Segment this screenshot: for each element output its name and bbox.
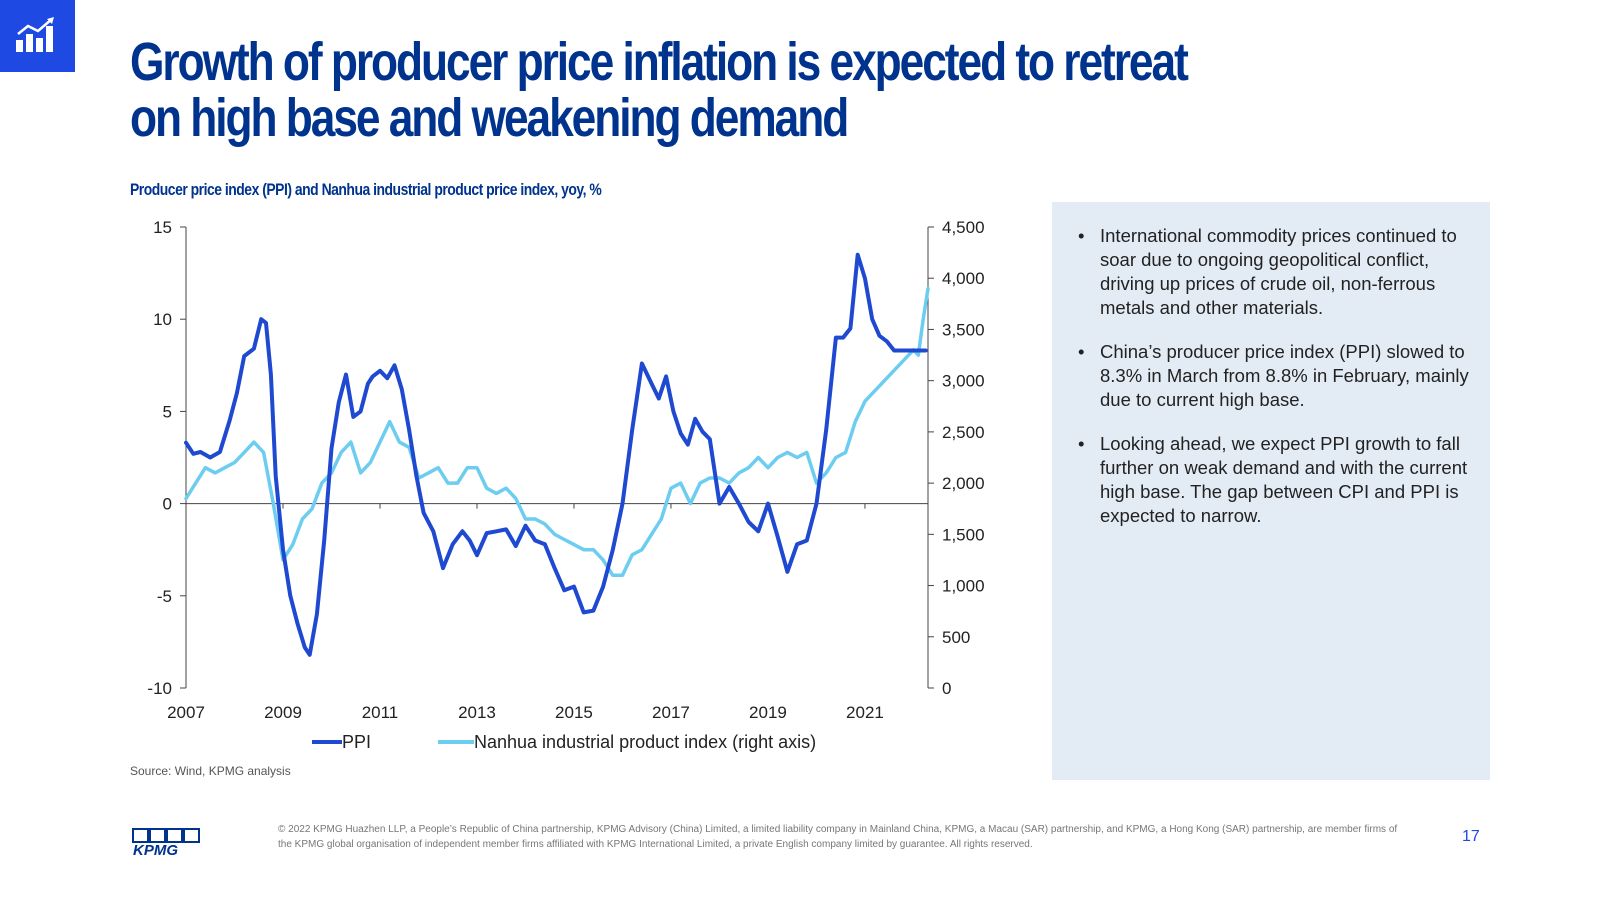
page-number: 17 — [1462, 828, 1480, 845]
y-right-tick-label: 0 — [942, 679, 951, 698]
x-tick-label: 2013 — [458, 703, 496, 722]
y-left-tick-label: 0 — [163, 495, 172, 514]
x-tick-label: 2011 — [362, 703, 399, 722]
kpmg-logo: KPMG — [132, 828, 200, 856]
series-lines — [184, 252, 930, 657]
legend-label-ppi: PPI — [342, 732, 371, 752]
chart-subtitle: Producer price index (PPI) and Nanhua in… — [130, 180, 602, 199]
commentary-panel: • International commodity prices continue… — [1052, 202, 1490, 780]
bullet-text: China’s producer price index (PPI) slowe… — [1100, 341, 1469, 410]
source-note: Source: Wind, KPMG analysis — [130, 764, 291, 778]
bullet-item: • China’s producer price index (PPI) slow… — [1076, 340, 1474, 412]
y-right-tick-label: 500 — [942, 628, 970, 647]
bullet-icon: • — [1078, 225, 1085, 246]
y-right-tick-label: 3,500 — [942, 320, 985, 339]
x-tick-label: 2019 — [749, 703, 787, 722]
y-left-tick-label: -10 — [147, 679, 172, 698]
y-left-tick-label: 5 — [163, 402, 172, 421]
y-right-tick-label: 2,500 — [942, 423, 985, 442]
legend-label-nanhua: Nanhua industrial product index (right a… — [474, 732, 816, 752]
y-right-tick-label: 2,000 — [942, 474, 985, 493]
x-tick-label: 2015 — [555, 703, 593, 722]
bullet-item: • Looking ahead, we expect PPI growth to … — [1076, 432, 1474, 528]
kpmg-logo-text: KPMG — [133, 842, 178, 856]
y-right-tick-label: 4,500 — [942, 218, 985, 237]
y-left-tick-label: 15 — [153, 218, 172, 237]
bullet-icon: • — [1078, 341, 1085, 362]
y-left-tick-label: 10 — [153, 310, 172, 329]
axes: 15 10 5 0 -5 -10 4,500 4,000 3,500 3,000 2,500 2,00… — [147, 218, 984, 722]
x-tick-label: 2021 — [846, 703, 884, 722]
bullet-item: • International commodity prices continue… — [1076, 224, 1474, 320]
legend: PPI Nanhua industrial product index (rig… — [312, 732, 816, 752]
bullet-text: Looking ahead, we expect PPI growth to f… — [1100, 433, 1468, 526]
y-left-tick-label: -5 — [157, 587, 172, 606]
y-right-tick-label: 1,000 — [942, 577, 985, 596]
page-title: Growth of producer price inflation is ex… — [130, 32, 1189, 148]
y-right-tick-label: 1,500 — [942, 525, 985, 544]
bullet-text: International commodity prices continued… — [1100, 225, 1457, 318]
series-line-ppi — [184, 252, 928, 657]
corner-badge — [0, 0, 75, 72]
x-tick-label: 2009 — [264, 703, 302, 722]
y-right-tick-label: 4,000 — [942, 269, 985, 288]
series-line-nanhua — [184, 286, 930, 578]
x-tick-label: 2017 — [652, 703, 690, 722]
x-tick-label: 2007 — [167, 703, 205, 722]
footer-legal: © 2022 KPMG Huazhen LLP, a People’s Repu… — [278, 824, 1398, 850]
y-right-tick-label: 3,000 — [942, 372, 985, 391]
bullet-icon: • — [1078, 433, 1085, 454]
chart: 15 10 5 0 -5 -10 4,500 4,000 3,500 3,000 2,500 2,00… — [147, 218, 984, 752]
bar-chart-icon — [16, 17, 54, 52]
